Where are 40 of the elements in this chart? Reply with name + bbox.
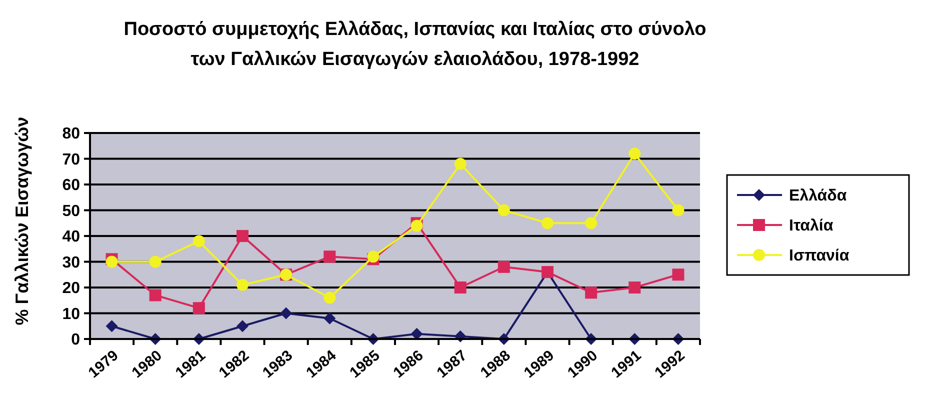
legend-label: Ελλάδα — [789, 188, 847, 205]
point — [498, 260, 510, 273]
point — [672, 268, 684, 281]
y-tick-label: 70 — [62, 151, 80, 168]
y-tick-label: 10 — [62, 306, 80, 323]
point — [454, 282, 466, 294]
point — [628, 148, 641, 160]
chart-title: Ποσοστό συμμετοχής Ελλάδας, Ισπανίας και Ιταλίας στο σύνολο των Γαλλικών Εισαγωγών ελαιολάδου, 1978-1992 — [124, 19, 706, 70]
y-tick-label: 30 — [62, 254, 80, 272]
point — [585, 217, 598, 230]
y-tick-label: 20 — [62, 280, 80, 298]
y-axis-title: % Γαλλικών Εισαγωγών — [12, 116, 32, 326]
point — [367, 250, 380, 263]
point — [149, 256, 162, 268]
point — [192, 302, 205, 314]
y-tick-label: 40 — [62, 228, 80, 246]
point — [672, 204, 684, 216]
y-tick-label: 50 — [62, 202, 80, 220]
y-tick-label: 0 — [71, 332, 80, 349]
point — [324, 292, 336, 304]
point — [628, 282, 641, 294]
point — [106, 256, 118, 268]
point — [410, 220, 423, 232]
y-tick-label: 80 — [62, 126, 80, 143]
point — [324, 312, 336, 324]
y-tick-label: 60 — [62, 177, 80, 194]
point — [236, 230, 248, 242]
point — [542, 217, 554, 230]
point — [106, 320, 118, 332]
point — [236, 320, 248, 332]
legend-label: Ισπανία — [789, 248, 850, 265]
point — [192, 235, 205, 248]
legend-label: Ιταλία — [789, 218, 834, 235]
point — [149, 289, 162, 302]
point — [236, 278, 248, 291]
point — [498, 204, 510, 216]
point — [324, 250, 336, 263]
point — [454, 158, 466, 170]
point — [280, 307, 292, 320]
point — [585, 286, 598, 299]
